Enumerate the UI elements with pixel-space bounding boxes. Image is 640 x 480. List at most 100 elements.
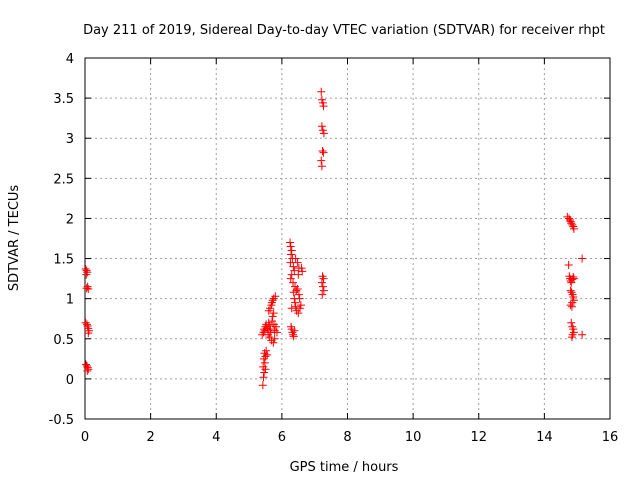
data-point — [317, 95, 326, 104]
data-point — [578, 254, 587, 263]
x-axis-label: GPS time / hours — [290, 460, 399, 475]
data-point — [269, 309, 278, 318]
data-point — [269, 338, 278, 347]
data-point — [82, 320, 91, 329]
data-point — [81, 264, 90, 273]
data-point — [291, 302, 300, 311]
data-point — [294, 290, 303, 299]
data-point — [263, 350, 272, 359]
y-tick-label: 1.5 — [53, 253, 74, 268]
data-point — [261, 352, 270, 361]
data-point — [318, 290, 327, 299]
data-point — [84, 365, 93, 374]
data-point — [286, 274, 295, 283]
data-point — [317, 278, 326, 287]
data-point — [265, 321, 274, 330]
data-point — [290, 266, 299, 275]
data-point — [566, 301, 575, 310]
data-point — [296, 301, 305, 310]
data-point — [317, 87, 326, 96]
data-point — [564, 214, 573, 223]
data-point — [318, 98, 327, 107]
data-point — [259, 328, 268, 337]
data-point — [295, 294, 304, 303]
data-point — [271, 322, 280, 331]
x-tick-label: 14 — [536, 430, 553, 445]
data-point — [259, 373, 268, 382]
data-point — [318, 147, 327, 156]
x-tick-label: 2 — [146, 430, 154, 445]
data-point — [569, 273, 578, 282]
data-point — [81, 360, 90, 369]
data-point — [81, 318, 90, 327]
data-point — [295, 304, 304, 313]
data-point — [266, 304, 275, 313]
data-point — [319, 286, 328, 295]
y-tick-label: 1 — [66, 293, 74, 308]
data-point — [298, 267, 307, 276]
data-point — [567, 219, 576, 228]
data-point — [293, 258, 302, 267]
data-point — [260, 358, 269, 367]
data-point — [297, 264, 306, 273]
data-point — [567, 333, 576, 342]
axis-ticks: 0 2 4 6 8 10 12 14 16 -0.5 0 0.5 1 1.5 2 2.5 3 3.5 4 — [49, 52, 619, 445]
x-tick-label: 12 — [470, 430, 487, 445]
data-point — [318, 282, 327, 291]
data-point — [270, 334, 279, 343]
data-point — [82, 284, 91, 293]
data-point — [271, 292, 280, 301]
data-point — [262, 346, 271, 355]
data-point — [82, 270, 91, 279]
data-point — [286, 238, 295, 247]
x-tick-label: 16 — [602, 430, 619, 445]
data-point — [258, 381, 267, 390]
data-point — [293, 285, 302, 294]
data-point — [84, 329, 93, 338]
data-point — [287, 246, 296, 255]
data-point — [290, 326, 299, 335]
data-point — [319, 274, 328, 283]
y-tick-label: 4 — [66, 52, 74, 67]
data-point — [317, 122, 326, 131]
data-point — [261, 365, 270, 374]
data-point — [566, 286, 575, 295]
x-tick-label: 0 — [81, 430, 89, 445]
data-point — [270, 326, 279, 335]
data-point — [289, 332, 298, 341]
y-tick-label: 3 — [66, 132, 74, 147]
data-point — [287, 250, 296, 259]
y-tick-label: 0.5 — [53, 333, 74, 348]
data-point — [319, 102, 328, 111]
data-point — [289, 330, 298, 339]
data-point — [317, 162, 326, 171]
data-point — [84, 285, 93, 294]
data-point — [289, 278, 298, 287]
data-point — [567, 278, 576, 287]
data-point — [83, 366, 92, 375]
x-tick-label: 8 — [343, 430, 351, 445]
data-point — [291, 254, 300, 263]
data-point — [268, 312, 277, 321]
data-point — [569, 293, 578, 302]
data-point — [566, 217, 575, 226]
data-point — [565, 216, 574, 225]
data-point — [268, 317, 277, 326]
data-point — [567, 302, 576, 311]
data-point — [319, 129, 328, 138]
x-tick-label: 4 — [212, 430, 220, 445]
x-tick-label: 6 — [278, 430, 286, 445]
data-point — [317, 156, 326, 165]
data-point — [564, 260, 573, 269]
data-point — [291, 298, 299, 307]
data-point — [294, 309, 303, 318]
data-point — [578, 330, 587, 339]
data-point — [265, 333, 274, 342]
data-point — [272, 328, 281, 337]
data-point — [289, 288, 298, 297]
y-tick-label: 2.5 — [53, 172, 74, 187]
data-point — [286, 242, 295, 251]
data-point — [569, 274, 578, 283]
data-points — [81, 87, 587, 390]
